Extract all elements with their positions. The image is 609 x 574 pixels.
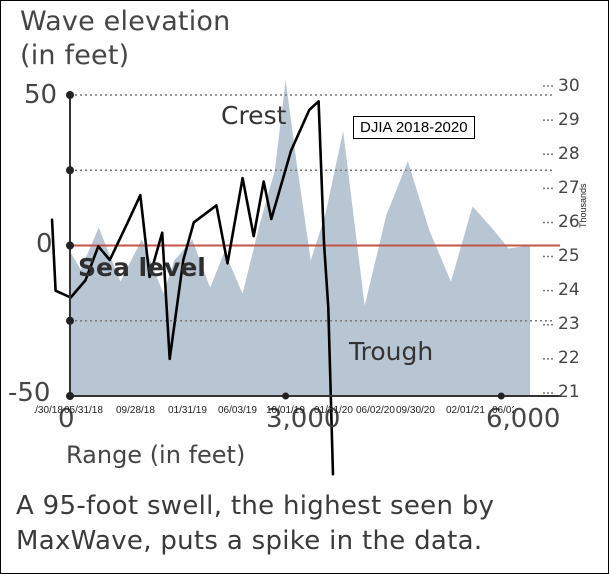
djia-point — [192, 221, 195, 224]
djia-point — [323, 242, 325, 244]
right-tick-27: 27 — [558, 178, 580, 198]
y-tick-label-minus-50: -50 — [8, 378, 51, 408]
djia-point — [252, 235, 255, 237]
djia-point — [97, 245, 100, 248]
djia-point — [54, 289, 57, 292]
date-tick-label: 09/28/18 — [116, 405, 155, 416]
djia-point — [168, 358, 171, 360]
right-tick-30: 30 — [558, 76, 580, 96]
djia-point — [84, 279, 87, 282]
right-tick-28: 28 — [558, 144, 580, 164]
sea-level-label: Sea level — [78, 253, 206, 282]
djia-point — [308, 109, 311, 111]
date-tick-label: 06/02/20 — [356, 405, 395, 416]
date-tick-label: 01/30/18 — [34, 405, 63, 416]
caption-line2: MaxWave, puts a spike in the data. — [16, 526, 483, 556]
right-tick-21: 21 — [558, 382, 580, 402]
right-tick-29: 29 — [558, 110, 580, 130]
right-tick-22: 22 — [558, 348, 580, 368]
date-axis: 01/30/18 05/31/18 09/28/18 01/31/19 06/0… — [34, 405, 514, 419]
date-tick-label: 10/01/19 — [266, 405, 305, 416]
x-tick-dot — [66, 392, 74, 400]
crest-label: Crest — [221, 101, 287, 130]
date-tick-label: 06/02/21 — [492, 405, 514, 416]
djia-point — [226, 262, 229, 265]
djia-point — [108, 259, 111, 261]
date-tick-label: 05/31/18 — [64, 405, 103, 416]
djia-point — [126, 221, 129, 224]
djia-point — [327, 306, 330, 309]
y-tick-label-0: 0 — [36, 229, 53, 259]
djia-point — [317, 100, 320, 103]
wave-layer — [70, 79, 530, 396]
djia-layer — [50, 100, 335, 476]
y-tick-dot — [66, 241, 74, 250]
x-axis-title: Range (in feet) — [66, 441, 246, 469]
y-tick-dot — [66, 166, 74, 175]
djia-point — [161, 231, 163, 234]
right-tick-25: 25 — [558, 246, 580, 266]
x-tick-label-6000: 6,000 — [486, 404, 561, 434]
djia-point — [215, 204, 218, 207]
djia-point — [332, 474, 334, 476]
caption-line1: A 95-foot swell, the highest seen by — [16, 491, 495, 521]
djia-point — [182, 259, 185, 261]
y-tick-dot — [66, 91, 74, 99]
date-tick-label: 02/01/21 — [446, 405, 485, 416]
djia-point — [139, 194, 142, 196]
djia-point — [148, 276, 151, 278]
date-tick-label: 01/31/19 — [168, 405, 207, 416]
djia-point — [241, 177, 244, 179]
wave-title-line2: (in feet) — [20, 40, 130, 71]
date-tick-label: 06/03/19 — [218, 405, 257, 416]
x-tick-label-3000: 3,000 — [266, 404, 341, 434]
djia-point — [290, 150, 292, 152]
right-tick-24: 24 — [558, 280, 580, 300]
y-tick-label-50: 50 — [24, 80, 58, 110]
wave-title-line1: Wave elevation — [20, 6, 231, 37]
grid-layer — [70, 94, 560, 322]
axis-layer — [66, 85, 560, 400]
djia-legend-box: DJIA 2018-2020 — [353, 116, 475, 139]
date-tick-label: 09/30/20 — [396, 405, 435, 416]
x-tick-dot — [282, 392, 290, 400]
right-tick-23: 23 — [558, 314, 580, 334]
right-tick-26: 26 — [558, 212, 580, 232]
date-tick-label: 01/31/20 — [314, 405, 353, 416]
wave-area — [70, 79, 530, 396]
djia-point — [262, 180, 265, 183]
trough-label: Trough — [349, 337, 434, 366]
x-tick-dot — [497, 392, 505, 400]
djia-point — [270, 218, 273, 220]
djia-point — [51, 218, 53, 220]
x-tick-label-0: 0 — [58, 404, 75, 434]
y-tick-dot — [66, 316, 74, 325]
